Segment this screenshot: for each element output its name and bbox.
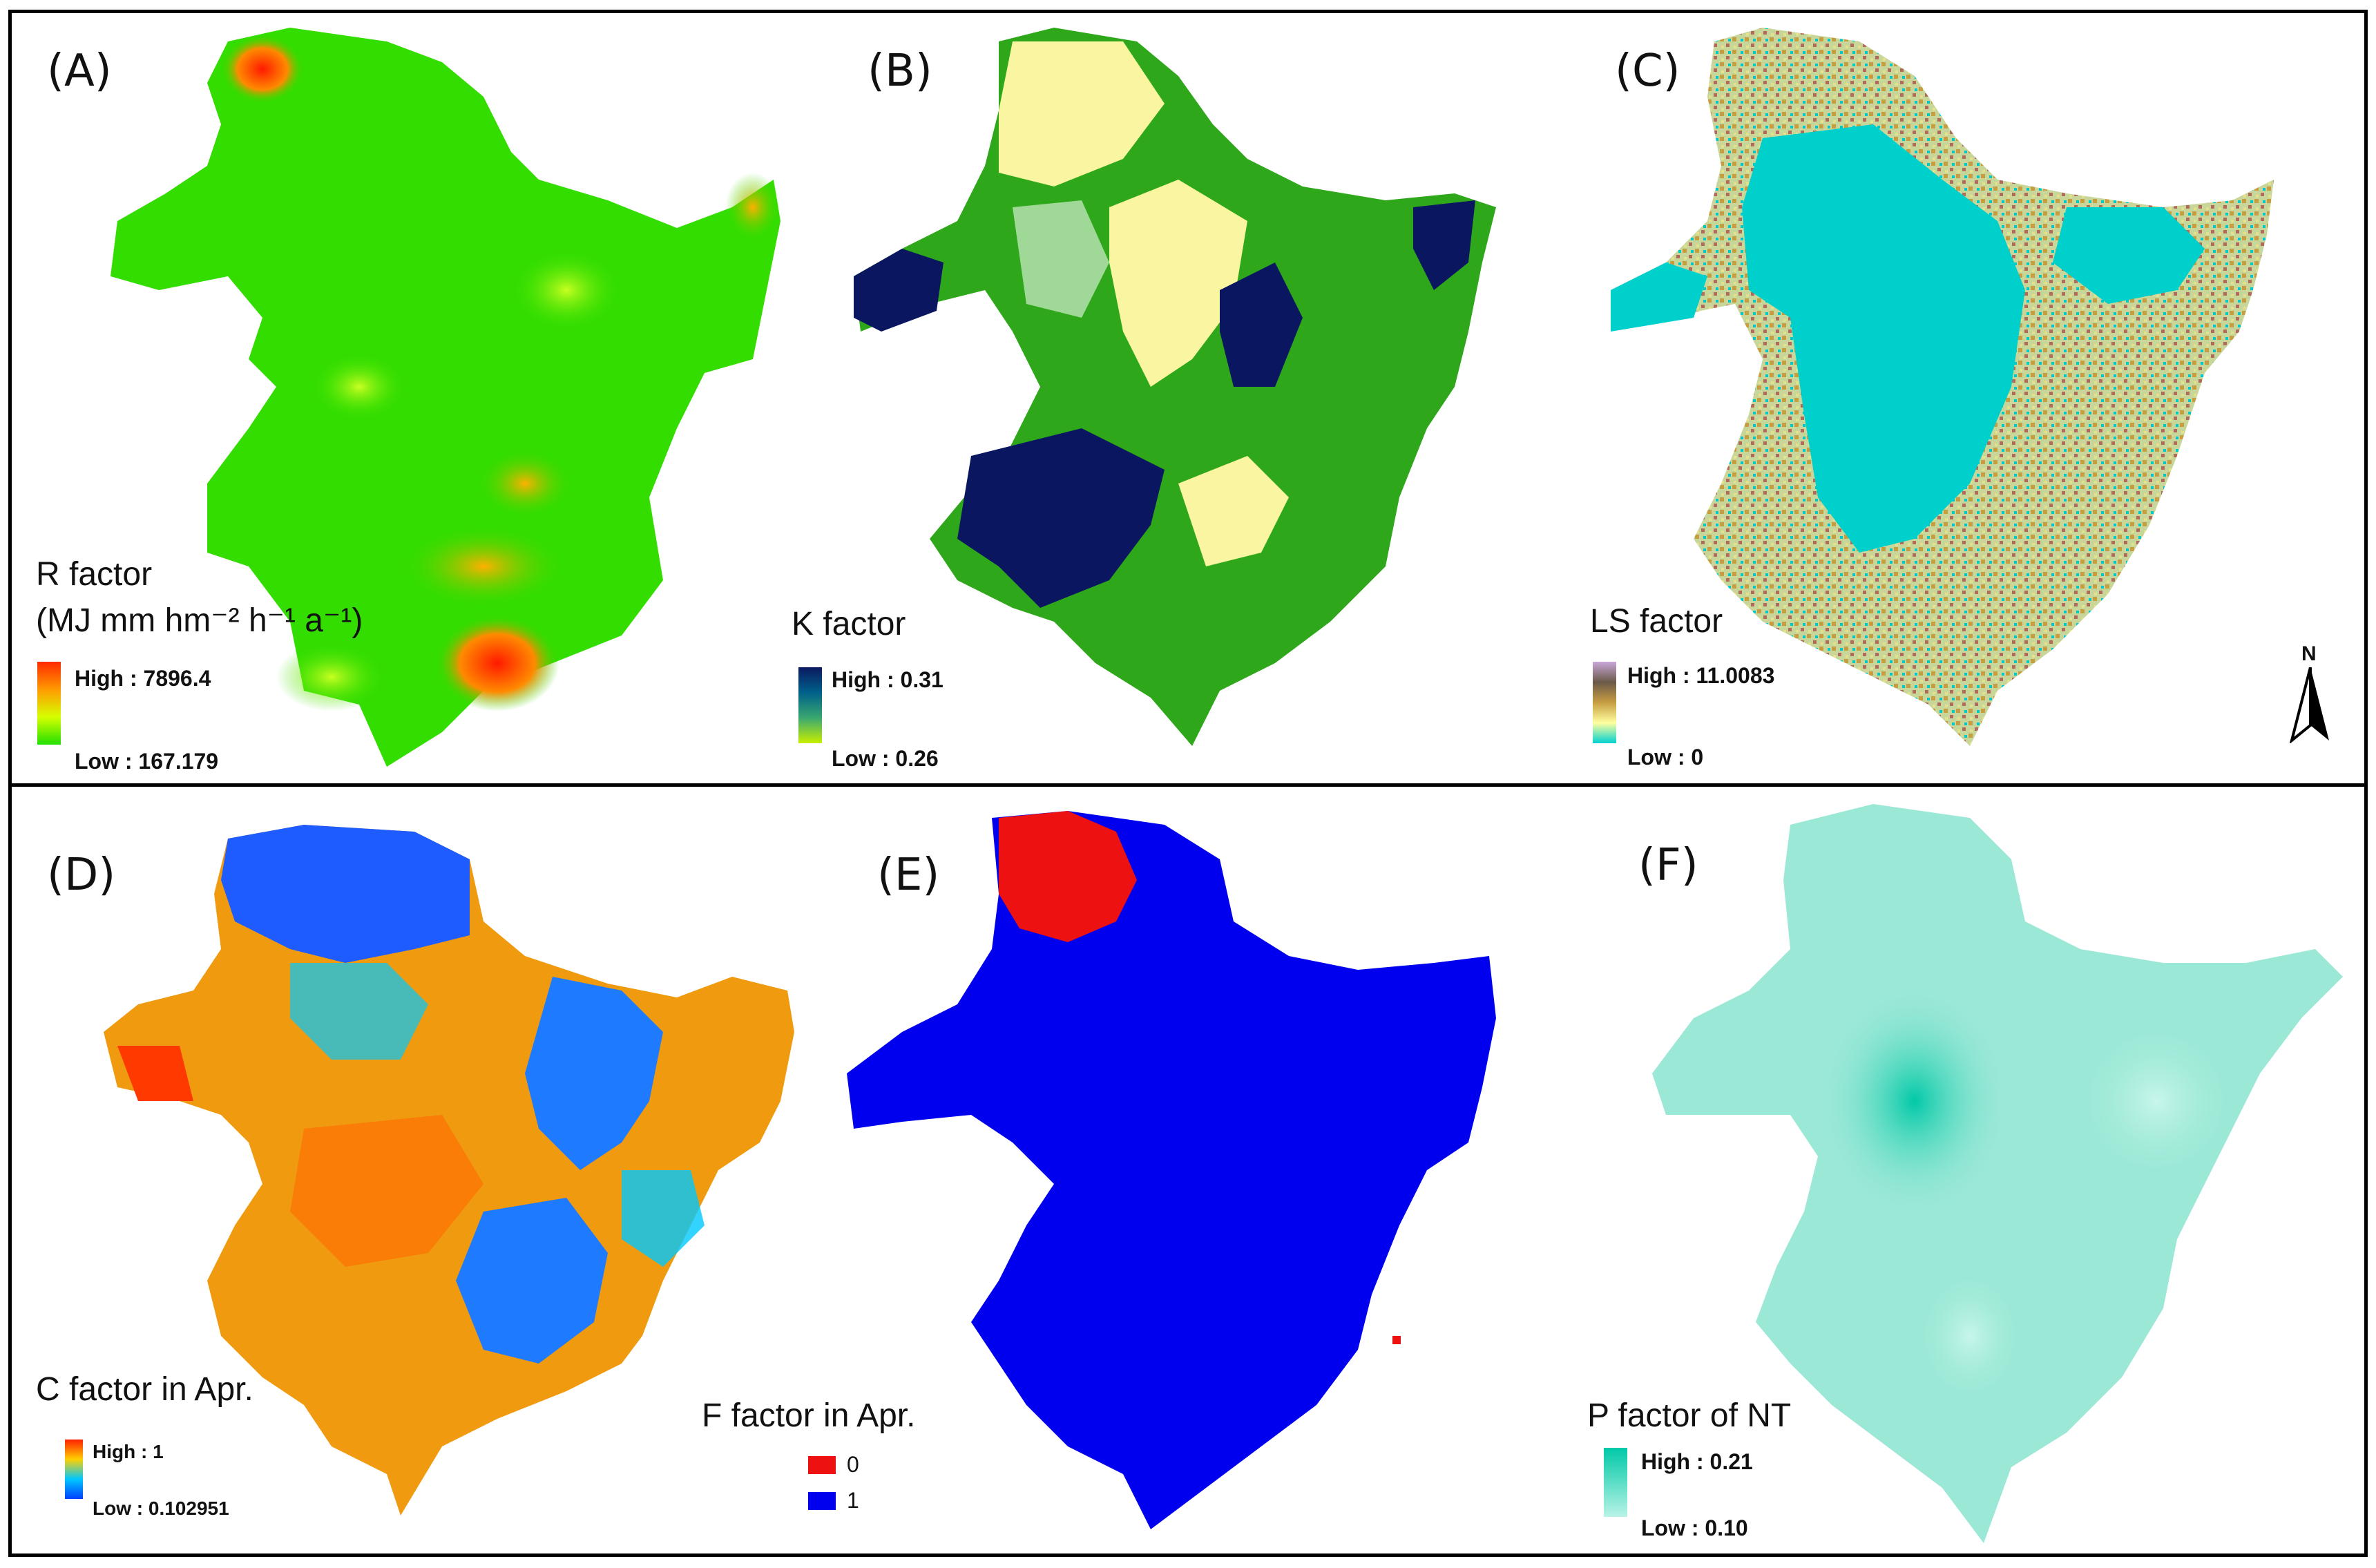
legend-swatch-1 <box>808 1492 836 1510</box>
panel-b: (B) K factor High : 0.31 Low : 0.26 <box>792 0 1583 783</box>
panel-label: (A) <box>47 46 112 97</box>
panel-c: (C) LS factor High : 11.0083 Low : 0 N <box>1583 0 2368 783</box>
legend-high: High : 0.21 <box>1641 1449 1753 1474</box>
legend-title: F factor in Apr. <box>702 1397 916 1434</box>
north-label: N <box>2301 642 2317 665</box>
map-p-factor <box>1652 804 2343 1543</box>
panel-label: (F) <box>1638 840 1698 891</box>
legend-low: Low : 0.26 <box>832 746 939 771</box>
panel-a: (A) R factor (MJ mm hm⁻² h⁻¹ a⁻¹) High :… <box>0 0 792 783</box>
panel-d: (D) C factor in Apr. High : 1 Low : 0.10… <box>0 783 794 1557</box>
row-divider <box>8 783 2368 787</box>
panel-label: (B) <box>868 46 932 97</box>
legend-item-0: 0 <box>847 1452 859 1477</box>
panel-f: (F) P factor of NT High : 0.21 Low : 0.1… <box>1583 783 2368 1557</box>
legend-high: High : 11.0083 <box>1627 663 1775 688</box>
map-c-factor <box>104 825 794 1516</box>
legend-high: High : 0.31 <box>832 667 943 692</box>
legend-high: High : 7896.4 <box>75 666 211 691</box>
panel-label: (E) <box>877 850 940 901</box>
map-k-factor <box>854 28 1496 746</box>
panel-e: (E) F factor in Apr. 0 1 <box>702 783 1583 1557</box>
legend-title: LS factor <box>1590 603 1723 640</box>
legend-color-ramp <box>1604 1448 1627 1517</box>
legend-color-ramp <box>1593 662 1616 743</box>
north-arrow-icon <box>2289 667 2329 743</box>
legend-low: Low : 167.179 <box>75 749 219 774</box>
legend-color-ramp <box>798 667 822 743</box>
legend-units: (MJ mm hm⁻² h⁻¹ a⁻¹) <box>36 602 363 639</box>
legend-color-ramp <box>65 1440 83 1499</box>
map-ls-factor <box>1611 28 2274 746</box>
legend-high: High : 1 <box>93 1441 164 1462</box>
map-r-factor <box>111 28 780 767</box>
legend-title: R factor <box>36 556 153 593</box>
panel-label: (D) <box>47 850 116 901</box>
legend-color-ramp <box>37 662 61 745</box>
panel-label: (C) <box>1615 46 1680 97</box>
map-f-factor <box>847 811 1496 1529</box>
legend-swatch-0 <box>808 1456 836 1474</box>
legend-low: Low : 0.10 <box>1641 1516 1748 1540</box>
legend-title: P factor of NT <box>1587 1397 1792 1434</box>
legend-item-1: 1 <box>847 1488 859 1513</box>
legend-title: C factor in Apr. <box>36 1371 253 1408</box>
legend-low: Low : 0 <box>1627 745 1704 769</box>
legend-title: K factor <box>792 606 906 642</box>
legend-low: Low : 0.102951 <box>93 1498 229 1519</box>
north-arrow: N <box>2286 642 2335 743</box>
